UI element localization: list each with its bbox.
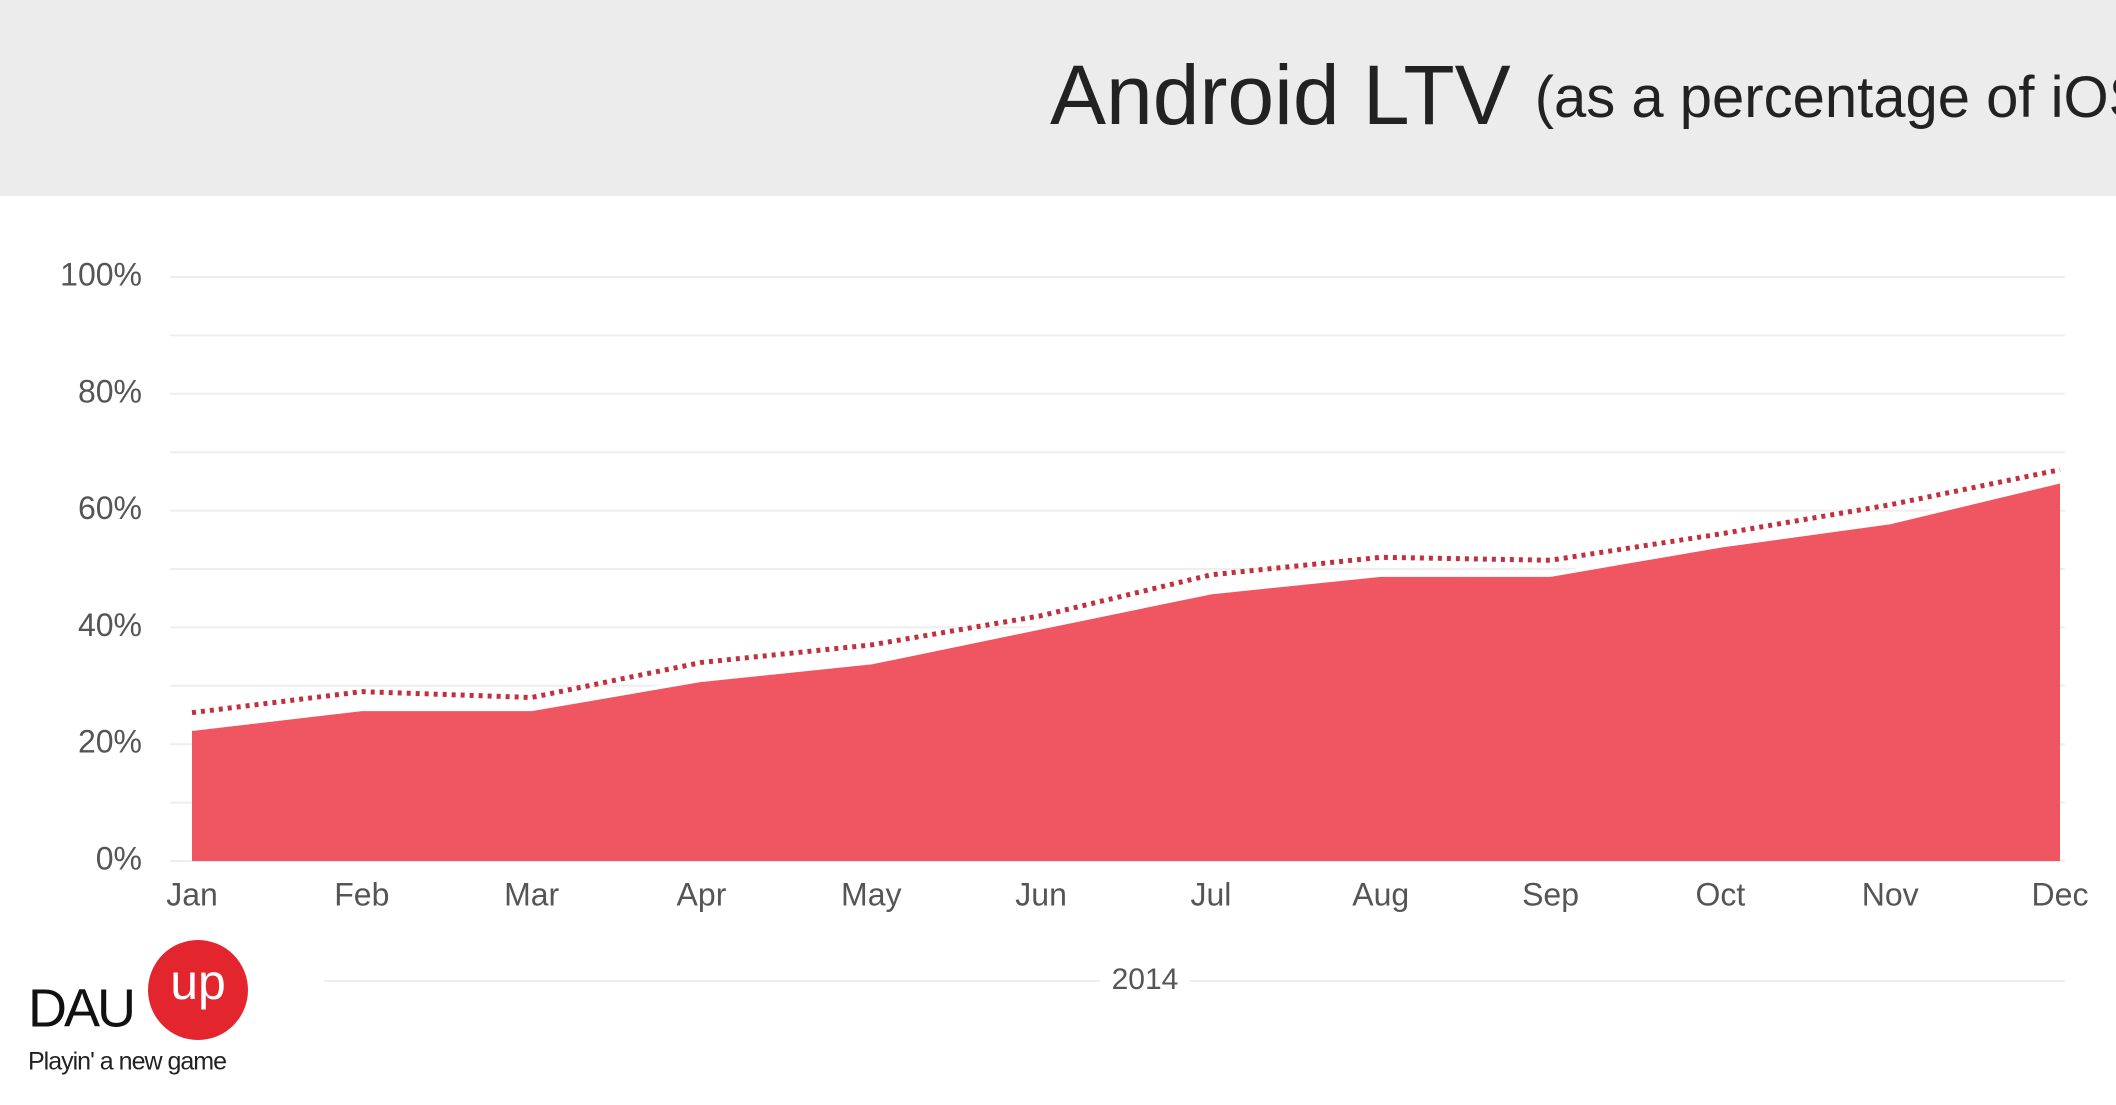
x-tick-label: Jul xyxy=(1190,876,1231,912)
y-tick-label: 40% xyxy=(78,607,142,643)
x-tick-label: Nov xyxy=(1862,876,1919,912)
header-band xyxy=(0,0,2116,196)
logo-text: DAU xyxy=(28,978,133,1038)
area-edge xyxy=(191,479,2061,732)
x-tick-label: Aug xyxy=(1352,876,1409,912)
x-tick-label: Feb xyxy=(334,876,389,912)
y-tick-label: 60% xyxy=(78,490,142,526)
x-tick-label: Dec xyxy=(2032,876,2089,912)
area xyxy=(192,481,2060,861)
x-axis-label: 2014 xyxy=(1112,963,1179,996)
x-tick-label: May xyxy=(841,876,901,912)
x-tick-label: Jun xyxy=(1015,876,1067,912)
chart-subtitle: (as a percentage of iOS LTV) xyxy=(1535,65,2116,130)
y-tick-label: 20% xyxy=(78,724,142,760)
header-title: Android LTV (as a percentage of iOS LTV) xyxy=(1050,48,2116,142)
x-tick-label: Jan xyxy=(166,876,218,912)
logo-badge xyxy=(148,940,248,1040)
logo-tagline: Playin' a new game xyxy=(28,1048,226,1076)
chart-title: Android LTV xyxy=(1050,48,1511,142)
x-tick-label: Sep xyxy=(1522,876,1579,912)
x-tick-label: Apr xyxy=(677,876,727,912)
y-tick-label: 80% xyxy=(78,373,142,409)
logo-badge-text: up xyxy=(170,954,226,1010)
y-tick-label: 0% xyxy=(96,840,142,876)
x-tick-label: Mar xyxy=(504,876,559,912)
y-tick-label: 100% xyxy=(60,256,142,292)
logo: DAU up Playin' a new game xyxy=(28,940,248,1076)
x-tick-label: Oct xyxy=(1695,876,1745,912)
